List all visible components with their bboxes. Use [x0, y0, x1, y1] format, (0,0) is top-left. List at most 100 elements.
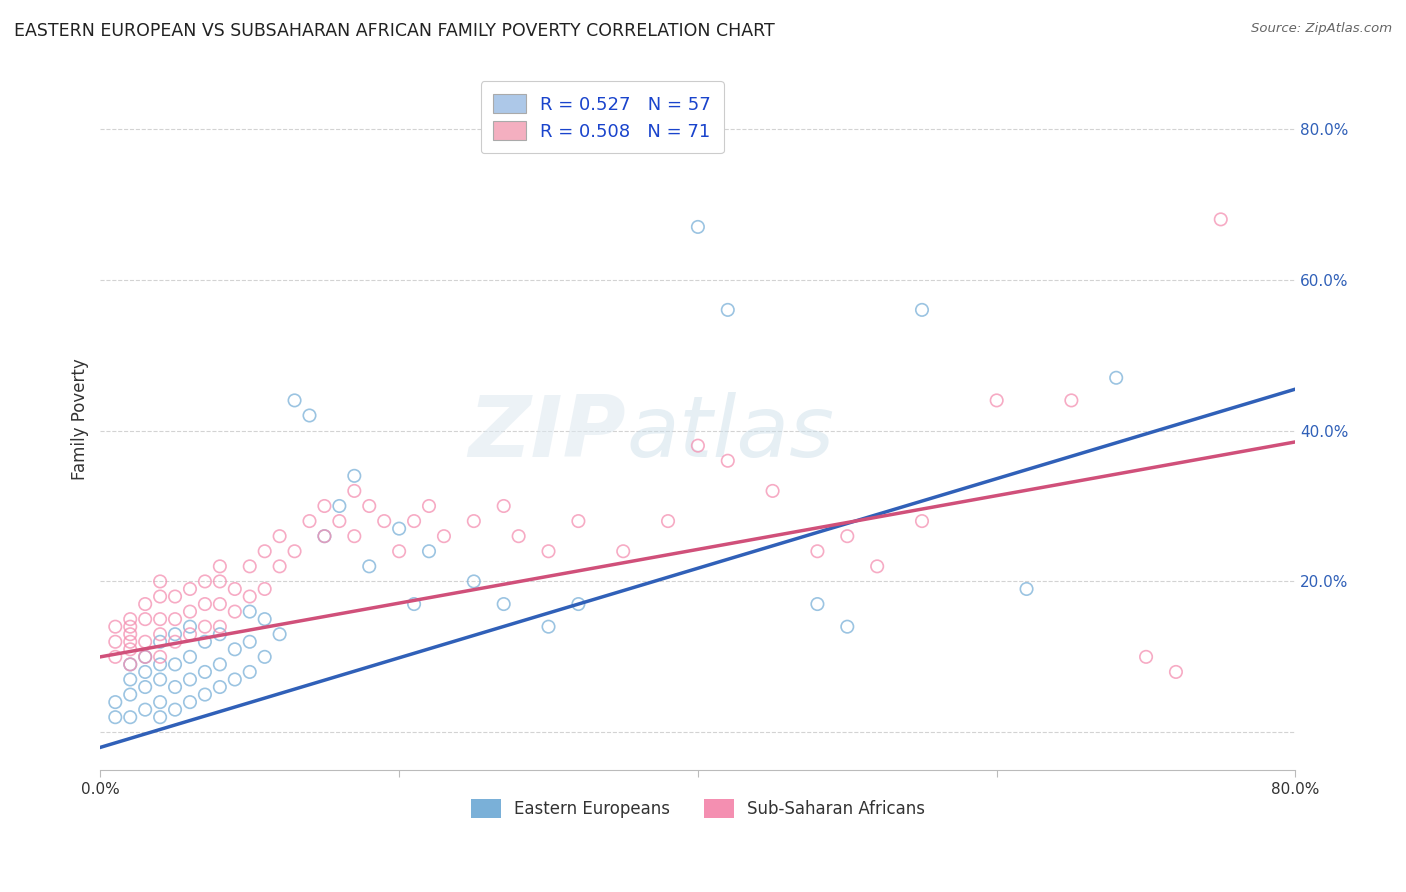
- Point: [1105, 371, 1128, 385]
- Point: [120, 688, 142, 702]
- Point: [179, 605, 201, 619]
- Point: [343, 529, 366, 543]
- Point: [120, 642, 142, 657]
- Point: [986, 393, 1008, 408]
- Point: [269, 559, 291, 574]
- Point: [492, 597, 515, 611]
- Point: [104, 695, 127, 709]
- Point: [239, 665, 262, 679]
- Point: [179, 695, 201, 709]
- Point: [388, 522, 411, 536]
- Point: [806, 544, 828, 558]
- Point: [239, 559, 262, 574]
- Point: [433, 529, 456, 543]
- Point: [134, 634, 156, 648]
- Point: [1164, 665, 1187, 679]
- Point: [269, 529, 291, 543]
- Point: [359, 559, 381, 574]
- Point: [104, 634, 127, 648]
- Point: [239, 634, 262, 648]
- Point: [134, 680, 156, 694]
- Point: [492, 499, 515, 513]
- Point: [402, 514, 425, 528]
- Point: [224, 605, 246, 619]
- Point: [149, 634, 172, 648]
- Point: [179, 620, 201, 634]
- Point: [104, 620, 127, 634]
- Point: [179, 673, 201, 687]
- Point: [208, 559, 231, 574]
- Point: [239, 605, 262, 619]
- Point: [359, 499, 381, 513]
- Point: [418, 544, 440, 558]
- Point: [269, 627, 291, 641]
- Point: [1209, 212, 1232, 227]
- Point: [373, 514, 395, 528]
- Point: [149, 695, 172, 709]
- Point: [208, 657, 231, 672]
- Point: [388, 544, 411, 558]
- Point: [806, 597, 828, 611]
- Point: [163, 680, 186, 694]
- Point: [120, 673, 142, 687]
- Point: [298, 409, 321, 423]
- Point: [163, 627, 186, 641]
- Point: [194, 620, 217, 634]
- Point: [239, 590, 262, 604]
- Point: [149, 612, 172, 626]
- Point: [208, 620, 231, 634]
- Point: [866, 559, 889, 574]
- Point: [224, 673, 246, 687]
- Point: [657, 514, 679, 528]
- Point: [508, 529, 530, 543]
- Point: [134, 612, 156, 626]
- Point: [120, 657, 142, 672]
- Point: [134, 649, 156, 664]
- Point: [149, 657, 172, 672]
- Point: [208, 574, 231, 589]
- Text: ZIP: ZIP: [468, 392, 626, 475]
- Point: [298, 514, 321, 528]
- Point: [208, 680, 231, 694]
- Point: [537, 620, 560, 634]
- Point: [314, 529, 336, 543]
- Point: [104, 649, 127, 664]
- Point: [762, 483, 785, 498]
- Point: [837, 529, 859, 543]
- Point: [163, 703, 186, 717]
- Text: Source: ZipAtlas.com: Source: ZipAtlas.com: [1251, 22, 1392, 36]
- Point: [134, 649, 156, 664]
- Point: [911, 302, 934, 317]
- Point: [253, 612, 276, 626]
- Point: [149, 590, 172, 604]
- Y-axis label: Family Poverty: Family Poverty: [72, 359, 89, 480]
- Point: [120, 620, 142, 634]
- Point: [134, 665, 156, 679]
- Point: [686, 219, 709, 234]
- Point: [1015, 582, 1038, 596]
- Point: [612, 544, 634, 558]
- Point: [314, 529, 336, 543]
- Point: [837, 620, 859, 634]
- Point: [253, 582, 276, 596]
- Point: [149, 574, 172, 589]
- Point: [314, 499, 336, 513]
- Point: [194, 597, 217, 611]
- Point: [134, 597, 156, 611]
- Point: [328, 514, 350, 528]
- Point: [120, 710, 142, 724]
- Point: [149, 627, 172, 641]
- Point: [163, 634, 186, 648]
- Point: [402, 597, 425, 611]
- Point: [120, 612, 142, 626]
- Point: [717, 302, 740, 317]
- Point: [134, 703, 156, 717]
- Point: [194, 634, 217, 648]
- Point: [717, 454, 740, 468]
- Point: [537, 544, 560, 558]
- Text: EASTERN EUROPEAN VS SUBSAHARAN AFRICAN FAMILY POVERTY CORRELATION CHART: EASTERN EUROPEAN VS SUBSAHARAN AFRICAN F…: [14, 22, 775, 40]
- Point: [686, 439, 709, 453]
- Point: [343, 468, 366, 483]
- Point: [194, 688, 217, 702]
- Point: [179, 627, 201, 641]
